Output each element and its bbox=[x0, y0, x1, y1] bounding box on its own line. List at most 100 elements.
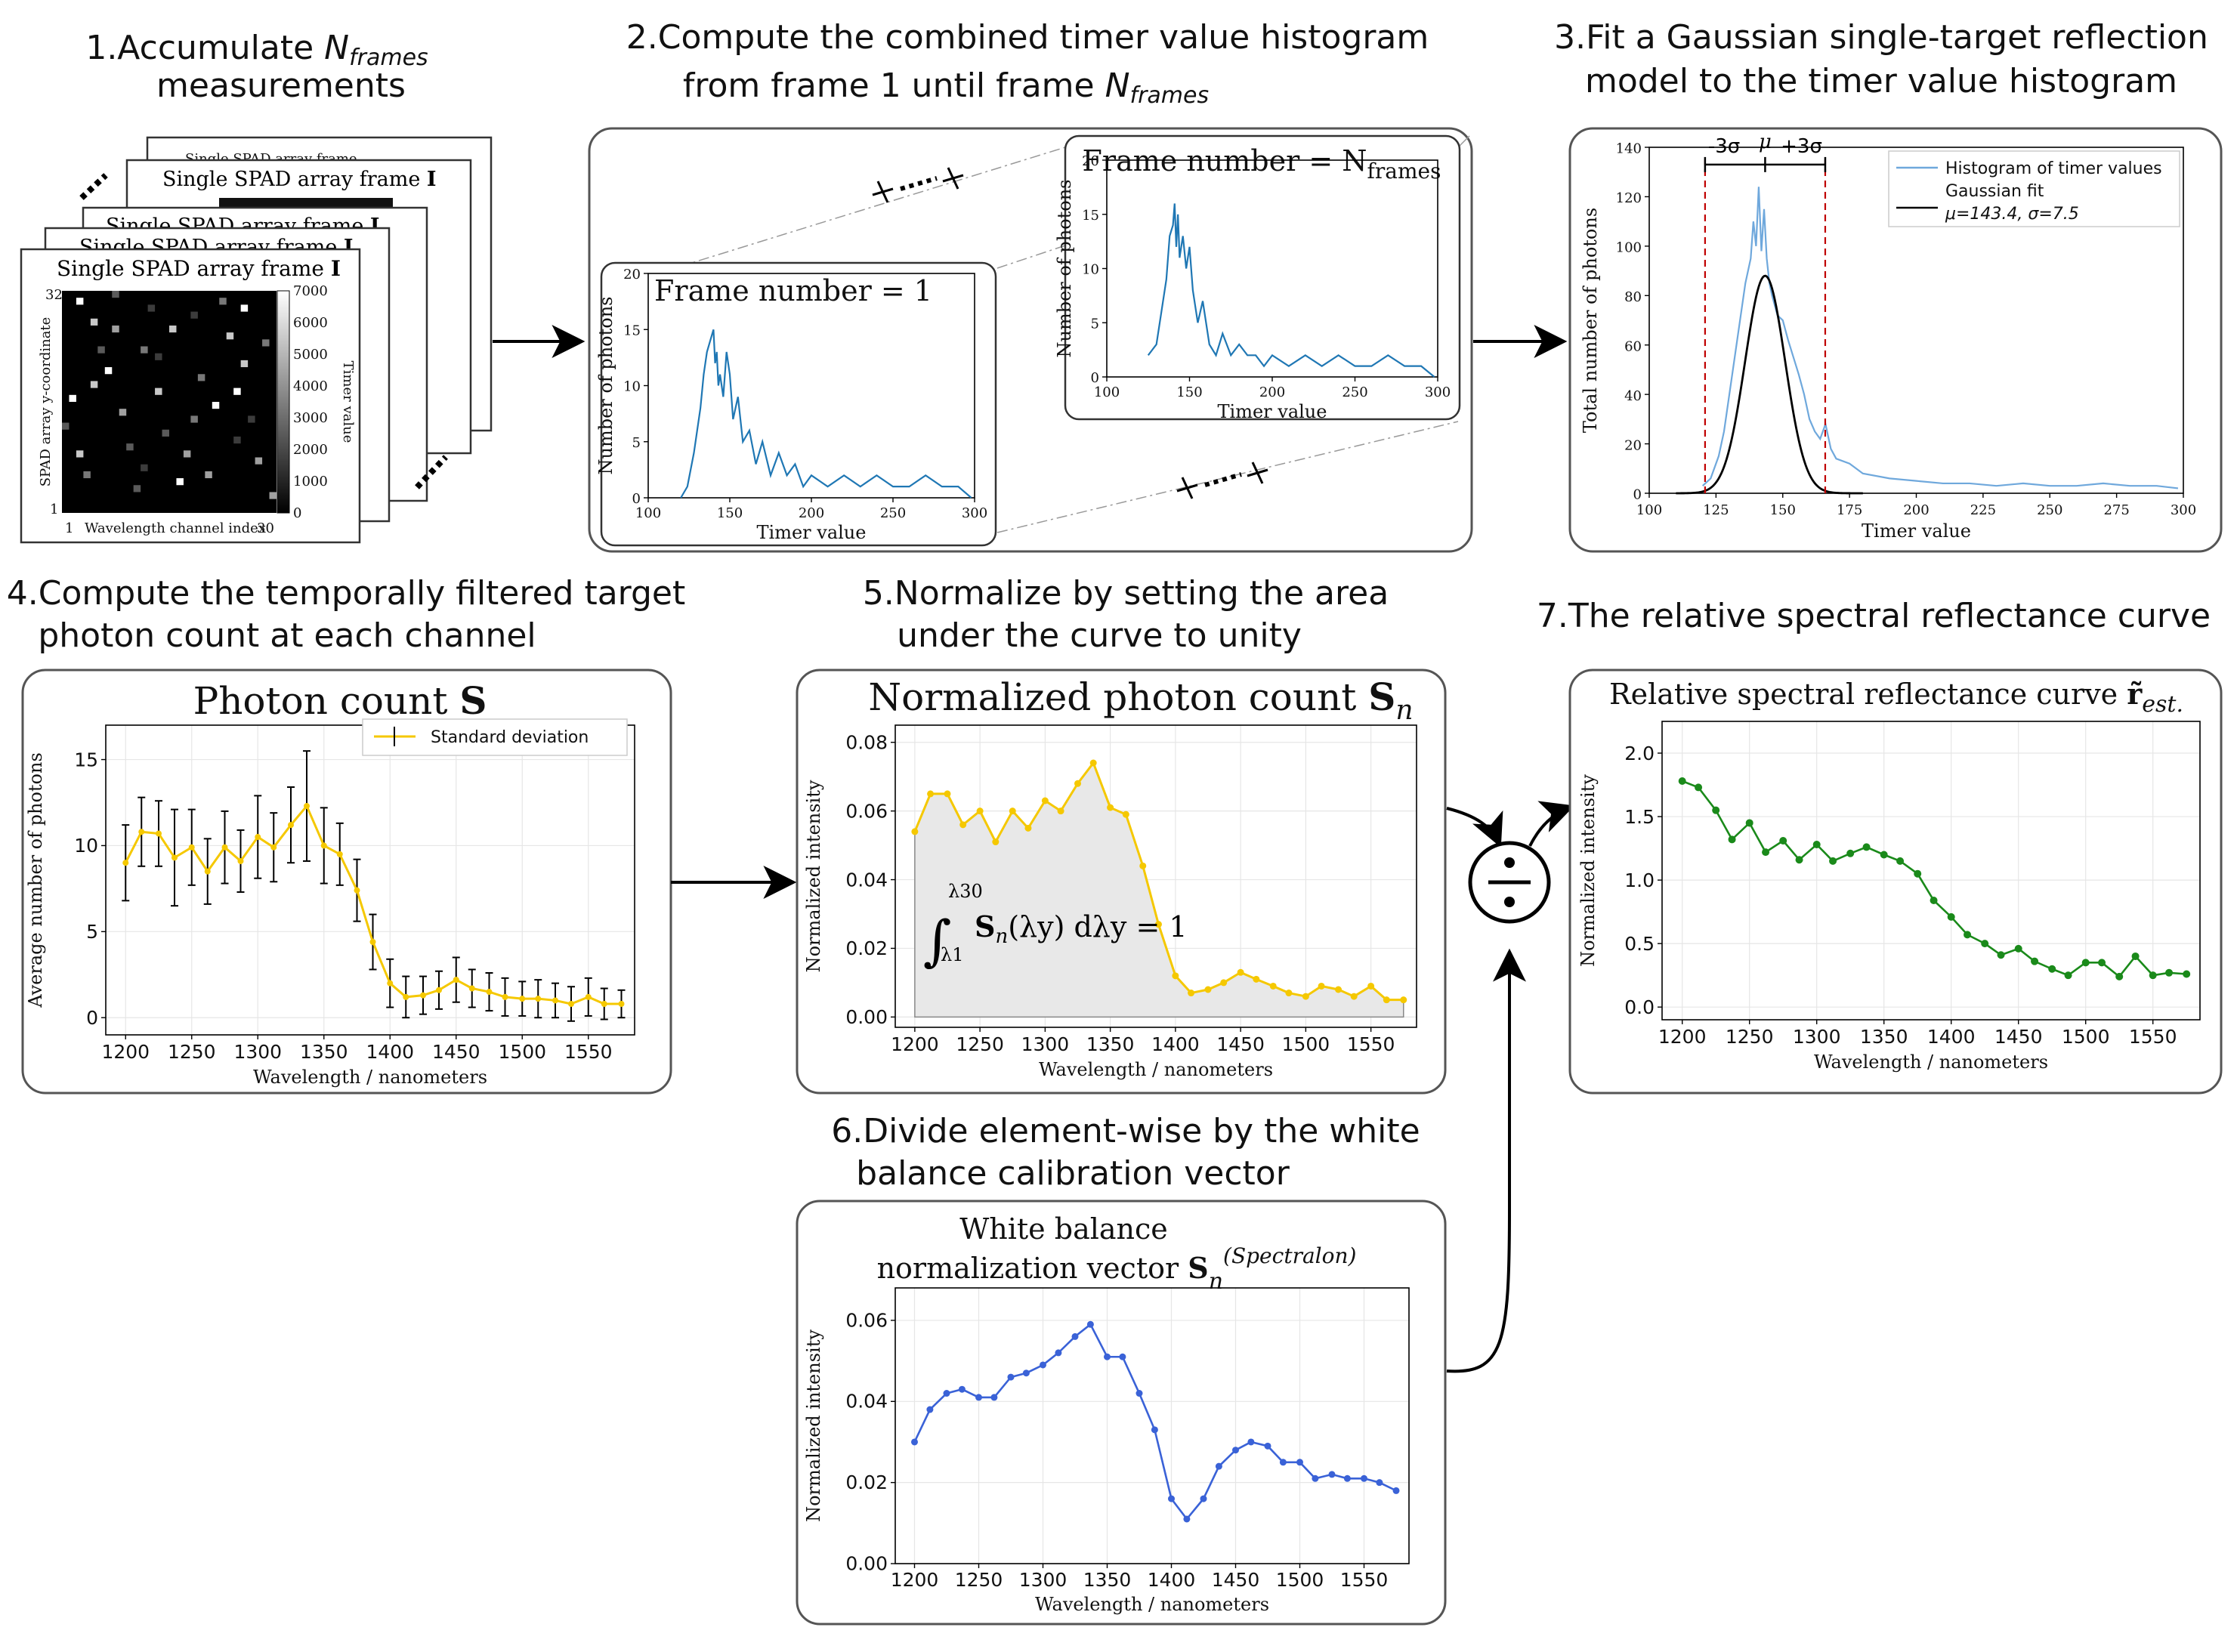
colorbar-tick-label: 2000 bbox=[293, 442, 328, 458]
y-tick-label: 0.04 bbox=[845, 1391, 888, 1413]
x-axis-label: Timer value bbox=[757, 522, 867, 543]
y-tick-label: 2.0 bbox=[1624, 743, 1655, 764]
y-axis-label: Total number of photons bbox=[1580, 208, 1601, 433]
svg-text:balance calibration vector: balance calibration vector bbox=[856, 1154, 1290, 1193]
spad-pixel bbox=[212, 402, 220, 409]
white-balance-point bbox=[1040, 1361, 1046, 1369]
svg-text:Wavelength channel index: Wavelength channel index bbox=[85, 520, 266, 536]
photon-count-point bbox=[237, 857, 244, 864]
spad-pixel bbox=[155, 353, 162, 360]
x-tick-label: 275 bbox=[2103, 502, 2129, 518]
reflectance-point bbox=[2081, 959, 2090, 967]
white-balance-point bbox=[1183, 1515, 1191, 1523]
spad-pixel bbox=[162, 429, 169, 437]
y-tick-label: 100 bbox=[1616, 240, 1642, 256]
normalized-point bbox=[1154, 921, 1162, 928]
step-4-title: 4.Compute the temporally filtered target… bbox=[7, 574, 686, 655]
white-balance-point bbox=[1151, 1426, 1158, 1434]
photon-count-point bbox=[320, 842, 327, 849]
white-balance-title-2: normalization vector Sn(Spectralon) bbox=[877, 1243, 1357, 1295]
x-tick-label: 1350 bbox=[1086, 1033, 1135, 1055]
hist-frameN-chart: 100 150 200 250 300 0 5 10 15 20 Timer value Number… bbox=[1054, 153, 1451, 422]
reflectance-point bbox=[1678, 777, 1686, 785]
spad-pixel bbox=[226, 332, 234, 340]
white-balance-point bbox=[1232, 1447, 1239, 1454]
photon-count-point bbox=[453, 977, 459, 983]
svg-text:30: 30 bbox=[257, 520, 274, 536]
x-tick-label: 1200 bbox=[101, 1041, 150, 1063]
hist-frameN-line bbox=[1147, 203, 1435, 378]
x-tick-label: 1500 bbox=[2062, 1026, 2110, 1048]
spad-colorbar-ticks: 7000 6000 5000 4000 3000 2000 1000 0 bbox=[293, 283, 328, 521]
y-tick-label: 0 bbox=[86, 1007, 98, 1029]
y-tick-label: 120 bbox=[1616, 190, 1642, 206]
white-balance-point bbox=[926, 1406, 934, 1413]
reflectance-point bbox=[2098, 959, 2106, 967]
colorbar-tick-label: 5000 bbox=[293, 347, 328, 363]
label-mu: μ bbox=[1759, 131, 1772, 153]
svg-text:Gaussian fit: Gaussian fit bbox=[1945, 182, 2044, 201]
spad-pixel bbox=[90, 381, 98, 388]
colorbar-tick-label: 6000 bbox=[293, 315, 328, 331]
white-balance-point bbox=[943, 1390, 950, 1397]
white-balance-point bbox=[1168, 1495, 1175, 1502]
photon-count-point bbox=[420, 992, 426, 999]
x-tick-label: 150 bbox=[717, 505, 743, 521]
plot-frame bbox=[894, 724, 1417, 1028]
hist-frame1-line bbox=[680, 329, 972, 499]
svg-text:4.Compute the temporally filte: 4.Compute the temporally filtered target bbox=[7, 574, 686, 613]
photon-count-point bbox=[336, 851, 343, 857]
spad-pixel bbox=[112, 325, 119, 333]
spad-pixel bbox=[62, 422, 70, 430]
plot-frame bbox=[894, 1287, 1410, 1564]
spad-pixel bbox=[147, 304, 156, 312]
photon-count-point bbox=[122, 860, 129, 866]
svg-text:measurements: measurements bbox=[156, 66, 406, 105]
white-balance-title-1: White balance bbox=[959, 1212, 1168, 1246]
reflectance-title: Relative spectral reflectance curve r̃es… bbox=[1609, 677, 2183, 718]
svg-text:from frame 1 until frame Nfram: from frame 1 until frame Nframes bbox=[683, 66, 1209, 109]
arrow-normalized-to-divide bbox=[1446, 807, 1503, 848]
y-axis-label: Number of photons bbox=[1054, 180, 1075, 358]
spad-pixel bbox=[90, 318, 98, 326]
photon-count-point bbox=[188, 844, 195, 851]
hist-frame1-chart: 100 150 200 250 300 0 5 10 15 20 Timer value Number… bbox=[595, 267, 987, 543]
photon-count-point bbox=[468, 985, 475, 992]
photon-count-point bbox=[221, 844, 228, 851]
spad-pixel bbox=[233, 436, 241, 444]
x-tick-label: 1550 bbox=[564, 1041, 613, 1063]
hist-frame1-panel: Frame number = 1 100 150 200 250 300 0 5 10 15 20… bbox=[595, 261, 997, 547]
spad-pixel bbox=[197, 374, 205, 381]
svg-text:λ30: λ30 bbox=[948, 881, 983, 902]
x-tick-label: 300 bbox=[962, 505, 987, 521]
spad-pixel bbox=[83, 471, 91, 479]
reflectance-point bbox=[2014, 944, 2022, 953]
hist-frameN-panel: Frame number = Nframes 100 150 200 250 300 0 5… bbox=[1054, 134, 1461, 422]
spad-colorbar bbox=[277, 290, 290, 514]
spad-pixel bbox=[183, 450, 191, 458]
y-tick-label: 40 bbox=[1624, 388, 1642, 404]
reflectance-point bbox=[1997, 951, 2005, 959]
spad-colorbar-label: Timer value bbox=[340, 361, 356, 443]
x-tick-label: 1450 bbox=[1212, 1569, 1260, 1591]
x-tick-label: 200 bbox=[799, 505, 824, 521]
white-balance-point bbox=[1022, 1369, 1030, 1377]
spad-pixel bbox=[240, 360, 249, 368]
x-tick-label: 1450 bbox=[432, 1041, 480, 1063]
y-axis-label: Number of photons bbox=[595, 297, 616, 475]
photon-count-point bbox=[618, 1001, 625, 1007]
x-axis-label: Timer value bbox=[1218, 401, 1327, 422]
reflectance-point bbox=[2064, 971, 2072, 980]
y-tick-label: 15 bbox=[623, 323, 641, 338]
spad-pixel bbox=[169, 325, 177, 333]
normalized-point bbox=[1074, 780, 1081, 787]
svg-text:model to the timer value histo: model to the timer value histogram bbox=[1585, 62, 2177, 100]
x-tick-label: 125 bbox=[1703, 502, 1729, 518]
spad-pixel bbox=[97, 346, 105, 354]
x-tick-label: 200 bbox=[1903, 502, 1929, 518]
normalized-point bbox=[1383, 996, 1390, 1004]
white-balance-point bbox=[1361, 1474, 1367, 1482]
y-tick-label: 0.00 bbox=[845, 1006, 888, 1028]
svg-text:μ=143.4, σ=7.5: μ=143.4, σ=7.5 bbox=[1945, 205, 2079, 224]
reflectance-point bbox=[1745, 819, 1753, 827]
